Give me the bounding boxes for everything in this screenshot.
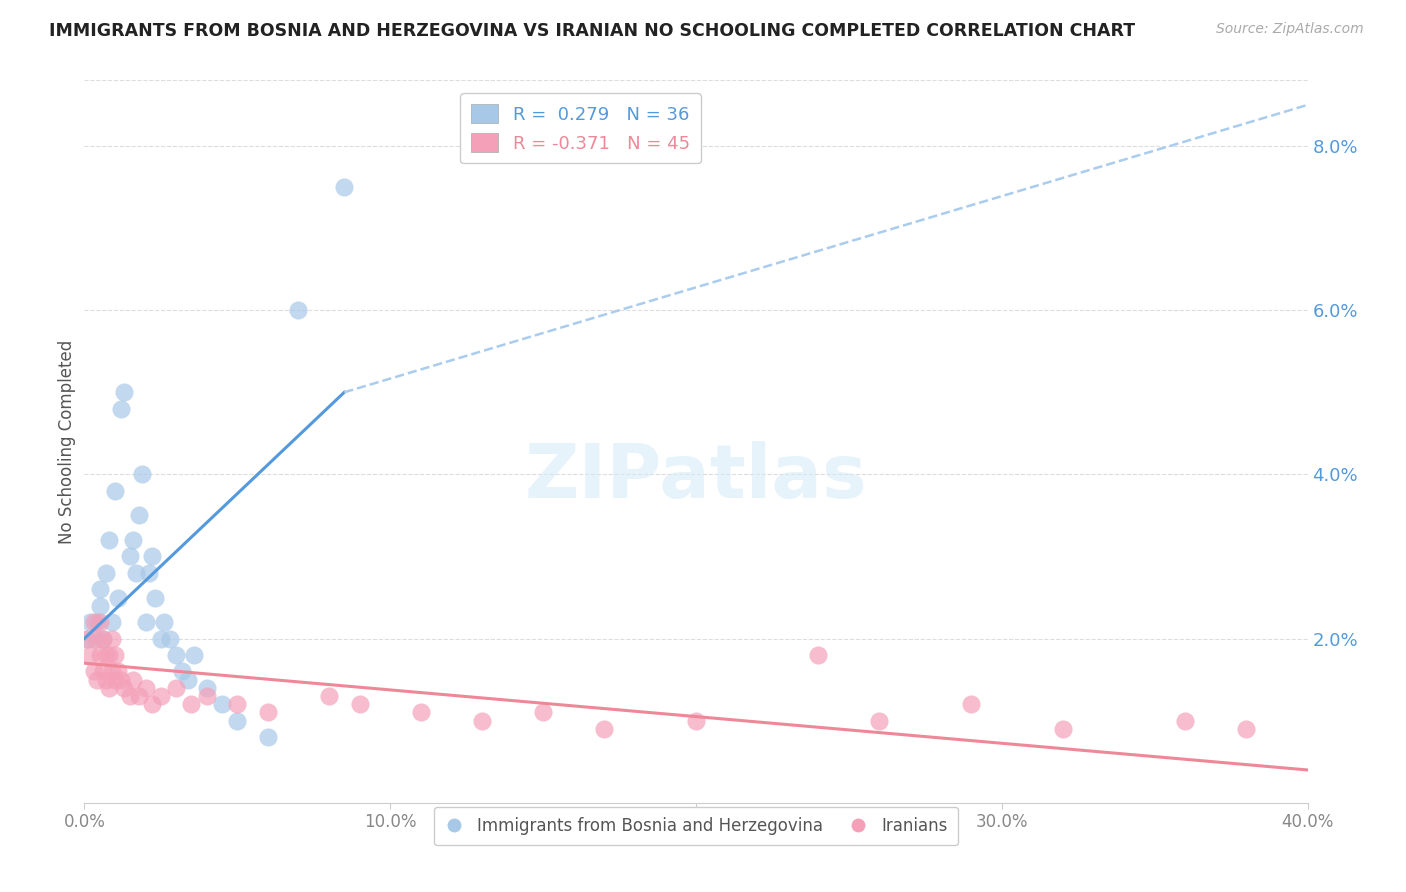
Point — [172, 665, 194, 679]
Point — [128, 508, 150, 523]
Point — [183, 648, 205, 662]
Point — [165, 648, 187, 662]
Point — [110, 673, 132, 687]
Point — [89, 615, 111, 630]
Point — [107, 665, 129, 679]
Point — [97, 533, 120, 547]
Point — [110, 401, 132, 416]
Point — [97, 681, 120, 695]
Point — [257, 706, 280, 720]
Point — [257, 730, 280, 744]
Point — [226, 698, 249, 712]
Point — [349, 698, 371, 712]
Text: IMMIGRANTS FROM BOSNIA AND HERZEGOVINA VS IRANIAN NO SCHOOLING COMPLETED CORRELA: IMMIGRANTS FROM BOSNIA AND HERZEGOVINA V… — [49, 22, 1135, 40]
Point — [685, 714, 707, 728]
Point — [94, 648, 117, 662]
Point — [138, 566, 160, 580]
Point — [153, 615, 176, 630]
Point — [122, 673, 145, 687]
Point — [86, 673, 108, 687]
Point — [89, 599, 111, 613]
Point — [101, 632, 124, 646]
Point — [104, 648, 127, 662]
Point — [76, 632, 98, 646]
Point — [101, 665, 124, 679]
Point — [89, 648, 111, 662]
Point — [122, 533, 145, 547]
Point — [211, 698, 233, 712]
Point — [91, 632, 114, 646]
Point — [141, 698, 163, 712]
Point — [531, 706, 554, 720]
Point — [333, 180, 356, 194]
Point — [76, 632, 98, 646]
Text: ZIPatlas: ZIPatlas — [524, 442, 868, 514]
Point — [141, 549, 163, 564]
Point — [104, 483, 127, 498]
Point — [471, 714, 494, 728]
Text: Source: ZipAtlas.com: Source: ZipAtlas.com — [1216, 22, 1364, 37]
Point — [91, 665, 114, 679]
Point — [149, 689, 172, 703]
Point — [91, 632, 114, 646]
Point — [195, 689, 218, 703]
Point — [226, 714, 249, 728]
Point — [94, 566, 117, 580]
Point — [79, 648, 101, 662]
Point — [1174, 714, 1197, 728]
Point — [869, 714, 891, 728]
Point — [120, 689, 142, 703]
Point — [409, 706, 432, 720]
Point — [135, 615, 157, 630]
Point — [86, 632, 108, 646]
Point — [101, 615, 124, 630]
Point — [960, 698, 983, 712]
Point — [83, 632, 105, 646]
Point — [159, 632, 181, 646]
Point — [83, 665, 105, 679]
Point — [1052, 722, 1074, 736]
Point — [135, 681, 157, 695]
Point — [287, 303, 309, 318]
Point — [143, 591, 166, 605]
Point — [86, 615, 108, 630]
Point — [195, 681, 218, 695]
Point — [1236, 722, 1258, 736]
Point — [125, 566, 148, 580]
Point — [120, 549, 142, 564]
Point — [165, 681, 187, 695]
Point — [89, 582, 111, 597]
Point — [128, 689, 150, 703]
Point — [593, 722, 616, 736]
Point — [807, 648, 830, 662]
Point — [79, 615, 101, 630]
Y-axis label: No Schooling Completed: No Schooling Completed — [58, 340, 76, 543]
Point — [83, 615, 105, 630]
Point — [149, 632, 172, 646]
Point — [131, 467, 153, 482]
Point — [177, 673, 200, 687]
Point — [107, 591, 129, 605]
Point — [97, 648, 120, 662]
Point — [94, 673, 117, 687]
Point — [180, 698, 202, 712]
Point — [112, 681, 135, 695]
Point — [104, 673, 127, 687]
Point — [112, 385, 135, 400]
Point — [318, 689, 340, 703]
Legend: Immigrants from Bosnia and Herzegovina, Iranians: Immigrants from Bosnia and Herzegovina, … — [434, 807, 957, 845]
